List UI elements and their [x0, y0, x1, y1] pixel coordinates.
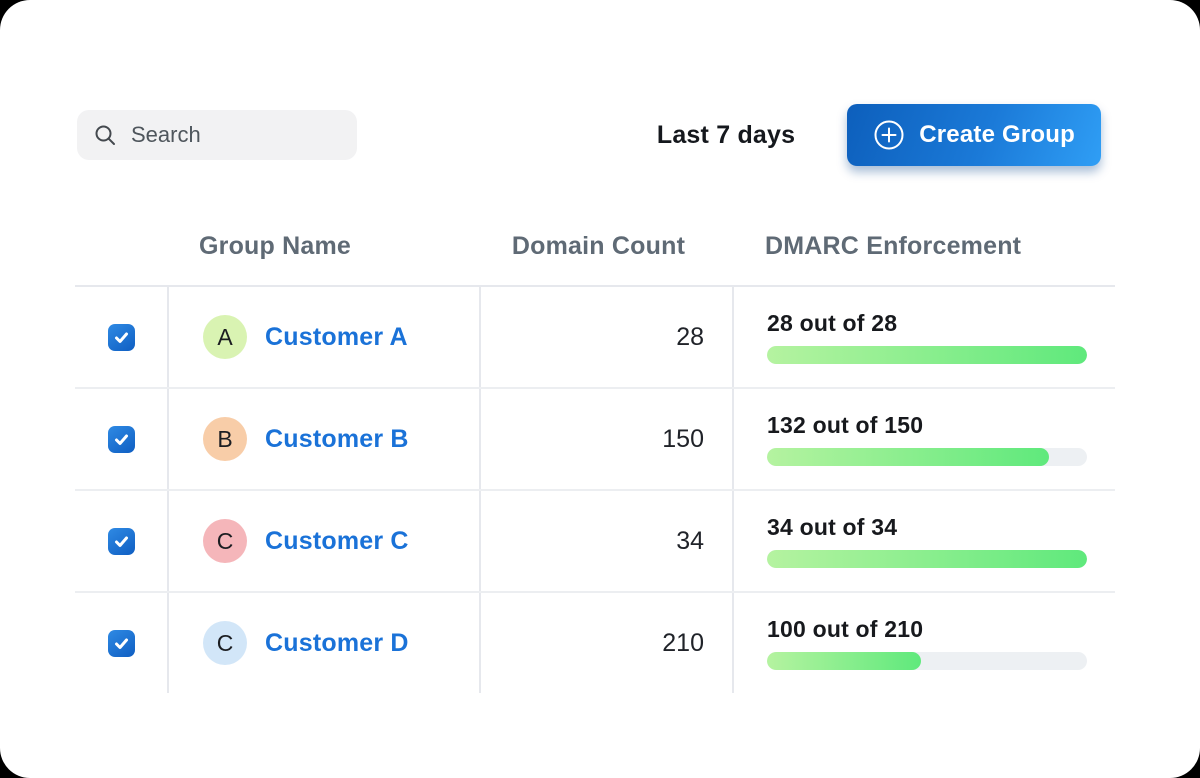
- avatar: B: [203, 417, 247, 461]
- avatar-letter: C: [216, 527, 234, 554]
- avatar-letter: C: [216, 629, 234, 656]
- toolbar: Last 7 days Create Group: [0, 0, 1200, 166]
- column-header-group-name: Group Name: [199, 232, 352, 260]
- row-checkbox[interactable]: [107, 425, 135, 453]
- enforcement-label: 34 out of 34: [767, 514, 898, 540]
- checkmark-icon: [114, 638, 128, 649]
- avatar: C: [203, 621, 247, 665]
- enforcement-progress-track: [767, 448, 1087, 466]
- row-checkbox-cell: [75, 491, 167, 591]
- customer-name-link[interactable]: Customer B: [265, 424, 409, 453]
- enforcement-progress-track: [767, 346, 1087, 364]
- enforcement-label: 100 out of 210: [767, 616, 924, 642]
- row-checkbox-cell: [75, 593, 167, 693]
- search-box[interactable]: [77, 110, 357, 160]
- column-header-domain-count: Domain Count: [511, 232, 686, 260]
- dmarc-enforcement-cell: 100 out of 210: [732, 593, 1115, 693]
- checkmark-icon: [114, 434, 128, 445]
- enforcement-progress-fill: [767, 652, 921, 670]
- row-checkbox[interactable]: [107, 323, 135, 351]
- group-name-cell: C Customer C: [167, 491, 479, 591]
- plus-circle-icon: [874, 120, 904, 150]
- row-checkbox[interactable]: [107, 527, 135, 555]
- domain-count-cell: 210: [479, 593, 732, 693]
- customer-name-link[interactable]: Customer D: [265, 628, 409, 657]
- enforcement-progress-track: [767, 652, 1087, 670]
- customer-name-link[interactable]: Customer C: [265, 526, 409, 555]
- create-group-label: Create Group: [919, 121, 1075, 148]
- table-row: C Customer C 34 34 out of 34: [75, 491, 1115, 593]
- domain-count-value: 28: [676, 322, 704, 351]
- enforcement-progress-fill: [767, 346, 1087, 364]
- table-row: A Customer A 28 28 out of 28: [75, 287, 1115, 389]
- domain-count-value: 150: [662, 424, 704, 453]
- row-checkbox-cell: [75, 389, 167, 489]
- row-checkbox[interactable]: [107, 629, 135, 657]
- enforcement-progress-track: [767, 550, 1087, 568]
- date-range-label: Last 7 days: [656, 120, 796, 149]
- table-header-row: Group Name Domain Count DMARC Enforcemen…: [75, 232, 1115, 287]
- avatar: A: [203, 315, 247, 359]
- group-name-cell: B Customer B: [167, 389, 479, 489]
- enforcement-progress-fill: [767, 448, 1049, 466]
- table-row: C Customer D 210 100 out of 210: [75, 593, 1115, 693]
- table-body: A Customer A 28 28 out of 28: [75, 287, 1115, 693]
- table-row: B Customer B 150 132 out of 150: [75, 389, 1115, 491]
- search-input[interactable]: [129, 121, 341, 149]
- search-icon: [95, 125, 115, 145]
- domain-count-cell: 150: [479, 389, 732, 489]
- domain-count-cell: 34: [479, 491, 732, 591]
- dmarc-enforcement-cell: 132 out of 150: [732, 389, 1115, 489]
- create-group-button[interactable]: Create Group: [847, 104, 1101, 166]
- avatar-letter: B: [217, 425, 233, 452]
- dmarc-enforcement-cell: 34 out of 34: [732, 491, 1115, 591]
- groups-table: Group Name Domain Count DMARC Enforcemen…: [75, 232, 1115, 693]
- group-name-cell: A Customer A: [167, 287, 479, 387]
- dmarc-enforcement-cell: 28 out of 28: [732, 287, 1115, 387]
- column-header-dmarc-enforcement: DMARC Enforcement: [765, 232, 1022, 260]
- customer-name-link[interactable]: Customer A: [265, 322, 408, 351]
- row-checkbox-cell: [75, 287, 167, 387]
- domain-count-cell: 28: [479, 287, 732, 387]
- checkmark-icon: [114, 536, 128, 547]
- group-name-cell: C Customer D: [167, 593, 479, 693]
- domain-count-value: 210: [662, 628, 704, 657]
- enforcement-progress-fill: [767, 550, 1087, 568]
- avatar: C: [203, 519, 247, 563]
- domain-count-value: 34: [676, 526, 704, 555]
- enforcement-label: 28 out of 28: [767, 310, 898, 336]
- checkmark-icon: [114, 332, 128, 343]
- avatar-letter: A: [217, 323, 233, 350]
- enforcement-label: 132 out of 150: [767, 412, 924, 438]
